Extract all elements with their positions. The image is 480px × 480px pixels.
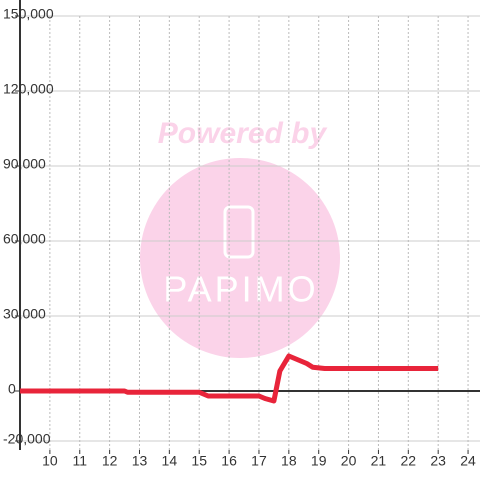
watermark-brand: PAPIMO	[163, 269, 318, 310]
y-tick-label: 120,000	[3, 81, 54, 97]
x-tick-label: 24	[460, 453, 476, 469]
y-tick-label: 90,000	[3, 156, 46, 172]
x-tick-label: 19	[311, 453, 327, 469]
x-tick-label: 16	[221, 453, 237, 469]
watermark-top: Powered by	[158, 117, 328, 150]
x-tick-label: 17	[251, 453, 267, 469]
y-tick-label: 0	[8, 381, 16, 397]
x-tick-label: 10	[42, 453, 58, 469]
x-tick-label: 13	[132, 453, 148, 469]
x-tick-label: 22	[401, 453, 417, 469]
watermark-icon	[223, 205, 255, 259]
y-tick-label: 60,000	[3, 231, 46, 247]
x-tick-label: 20	[341, 453, 357, 469]
x-tick-label: 14	[162, 453, 178, 469]
x-tick-label: 11	[72, 453, 87, 469]
x-tick-label: 21	[371, 453, 387, 469]
series-line	[20, 353, 439, 404]
y-tick-label: -20,000	[3, 431, 51, 447]
marks	[20, 353, 439, 404]
y-tick-label: 150,000	[3, 6, 54, 22]
x-tick-label: 18	[281, 453, 297, 469]
x-tick-label: 15	[191, 453, 207, 469]
x-tick-label: 23	[430, 453, 446, 469]
x-tick-label: 12	[102, 453, 118, 469]
y-tick-label: 30,000	[3, 306, 46, 322]
